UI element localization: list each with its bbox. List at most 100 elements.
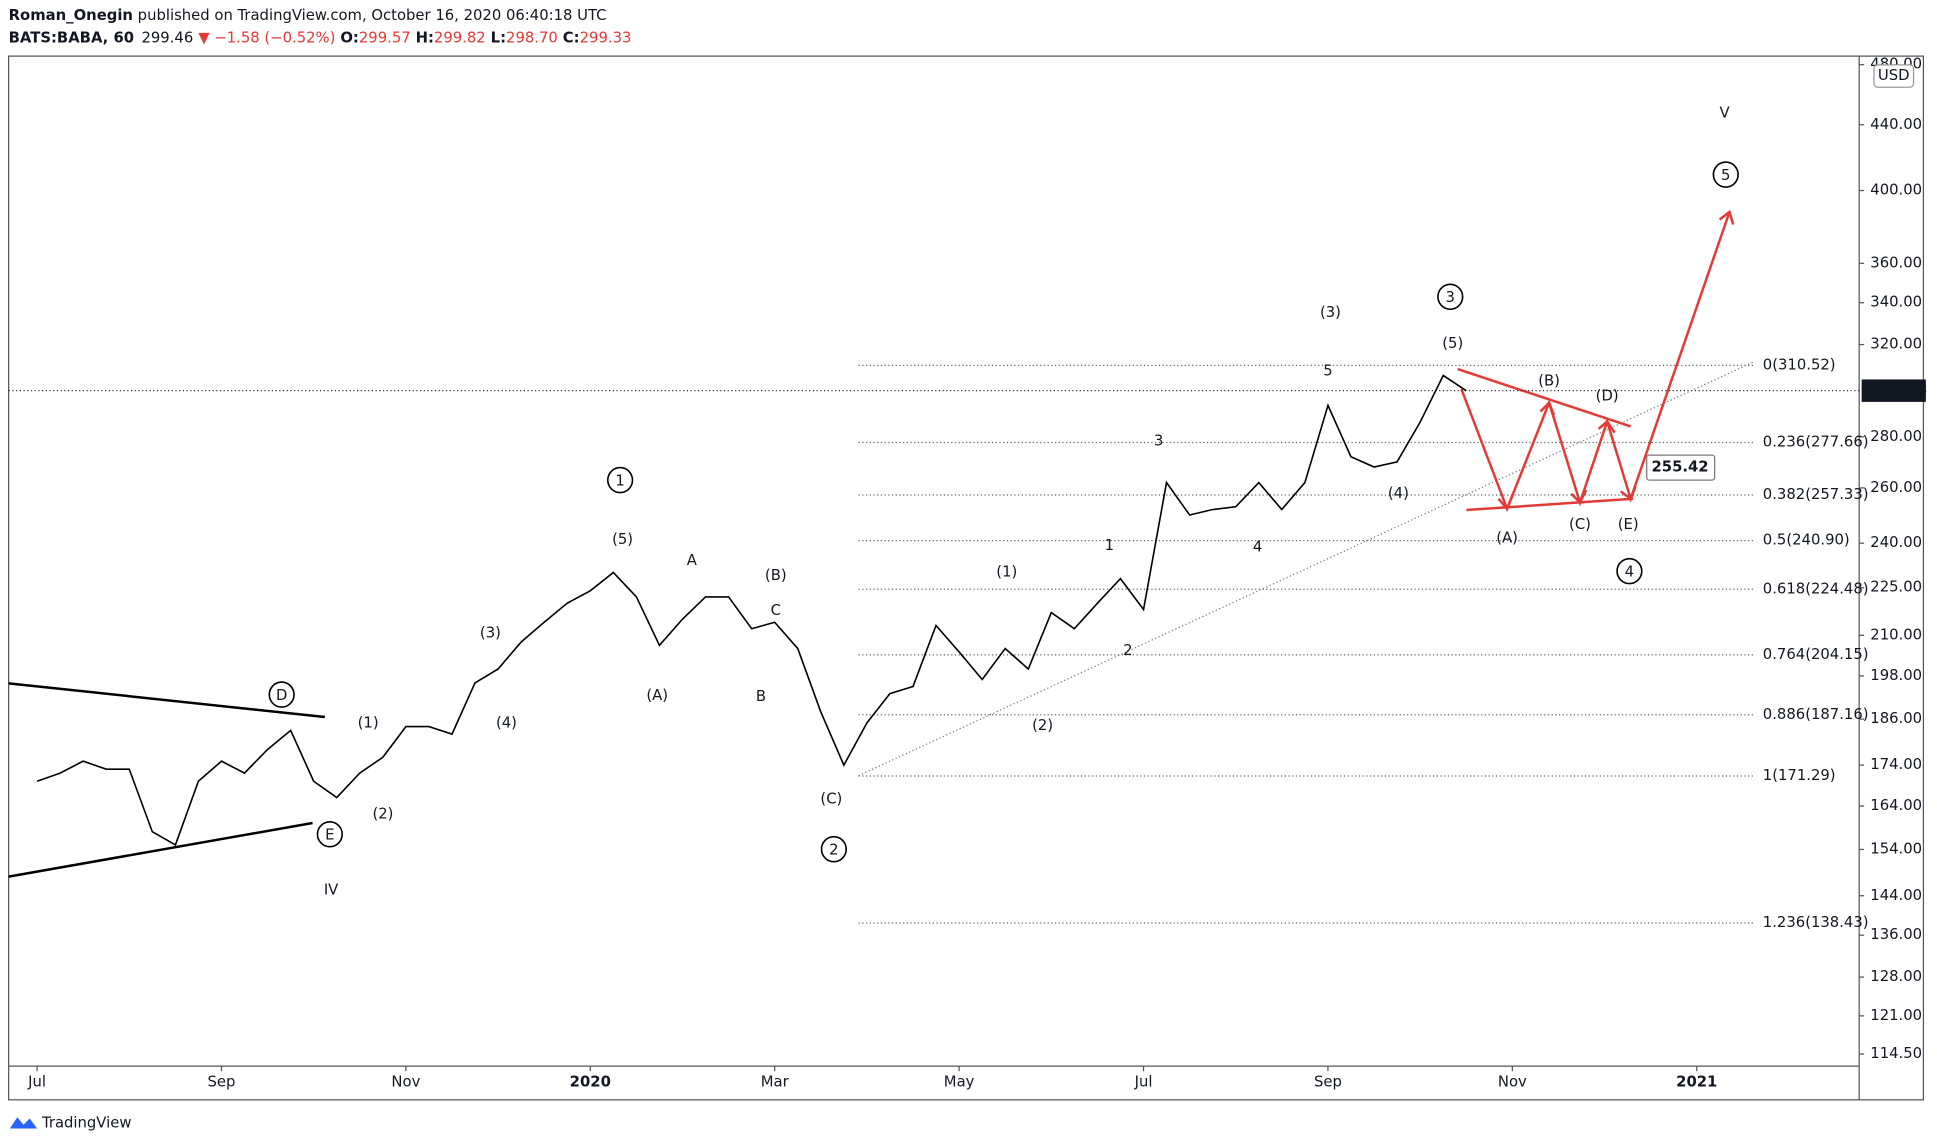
frame [8, 55, 1925, 1101]
y-tick-label: 144.00 [1870, 886, 1922, 904]
wave-label: (B) [1538, 372, 1560, 390]
y-tick-label: 440.00 [1870, 115, 1922, 133]
wave-circle [820, 835, 848, 863]
wave-label: E [325, 825, 334, 843]
last-price-box [1861, 379, 1926, 402]
wave-label: IV [324, 880, 339, 898]
logo [9, 1117, 38, 1129]
wave-circle [268, 681, 295, 708]
last: 299.46 [141, 29, 193, 47]
fib-label: 0.886(187.16) [1763, 705, 1869, 723]
x-tick-label: Jul [27, 1072, 46, 1090]
wave-label: (A) [1496, 529, 1518, 547]
wave-label: 2 [829, 840, 838, 858]
ohlc: 299.57 [359, 29, 411, 47]
wave-label: (5) [612, 530, 633, 548]
wave-label: (4) [1388, 484, 1409, 502]
y-tick-label: 225.00 [1870, 578, 1922, 596]
y-tick-label: 128.00 [1870, 967, 1922, 985]
currency-box [1873, 64, 1915, 88]
ohlc: L: [491, 29, 506, 47]
wave-circle [1437, 283, 1464, 311]
wave-label: (C) [820, 789, 842, 807]
ohlc: 299.33 [580, 29, 632, 47]
x-tick-label: 2021 [1676, 1072, 1717, 1090]
footer: TradingView [9, 1113, 131, 1132]
wave-label: (1) [358, 713, 379, 731]
trend-line [858, 361, 1755, 777]
fib-label: 0.764(204.15) [1763, 645, 1869, 663]
arrowheads [1497, 209, 1735, 512]
x-tick-label: Jul [1134, 1072, 1153, 1090]
y-tick-label: 360.00 [1870, 253, 1922, 271]
wave-label: (3) [480, 623, 501, 641]
ohlc: 298.70 [506, 29, 558, 47]
y-tick-label: 164.00 [1870, 796, 1922, 814]
y-tick-label: 114.50 [1870, 1044, 1922, 1062]
target-box [1646, 454, 1716, 481]
published: published on TradingView.com, October 16… [133, 6, 607, 24]
wave-label: (2) [372, 804, 393, 822]
fib-label: 0(310.52) [1763, 355, 1836, 373]
wave-label: 5 [1323, 362, 1332, 380]
wave-label: (2) [1032, 716, 1053, 734]
y-tick-label: 186.00 [1870, 709, 1922, 727]
ohlc: H: [416, 29, 434, 47]
wave-circle [1616, 557, 1643, 585]
triangle-upper [8, 682, 326, 719]
ohlc: C: [563, 29, 580, 47]
y-tick-label: 198.00 [1870, 666, 1922, 684]
price-line [36, 374, 1467, 847]
wave-label: A [687, 551, 698, 569]
y-tick-label: 174.00 [1870, 755, 1922, 773]
triangle-lower [8, 821, 313, 878]
wave-label: 1 [615, 471, 624, 489]
x-tick-label: Nov [391, 1072, 420, 1090]
y-tick-label: 260.00 [1870, 478, 1922, 496]
y-tick-label: 121.00 [1870, 1006, 1922, 1024]
wave-circle [606, 466, 634, 494]
wave-label: 5 [1721, 166, 1730, 184]
wave-label: 2 [1123, 641, 1132, 659]
wave-label: V [1719, 103, 1730, 121]
currency: USD [1878, 66, 1910, 84]
wave-label: 4 [1253, 537, 1262, 555]
drawings [8, 209, 1755, 878]
symbol: BATS:BABA, 60 [9, 29, 134, 47]
target-label: 255.42 [1651, 458, 1708, 476]
wave-label: 4 [1625, 562, 1634, 580]
header-line: Roman_Onegin published on TradingView.co… [9, 6, 607, 24]
y-tick-label: 136.00 [1870, 925, 1922, 943]
wave-label: 1 [1105, 536, 1114, 554]
y-tick-label: 280.00 [1870, 427, 1922, 445]
wave-circle [1712, 161, 1739, 188]
fib-label: 0.236(277.66) [1763, 432, 1869, 450]
wave-label: B [756, 687, 766, 705]
wave-label: D [276, 686, 287, 704]
author: Roman_Onegin [9, 6, 133, 24]
wave-label: 3 [1154, 431, 1163, 449]
plot: 114.50 121.00 128.00 136.00 144.00 154.00 164.… [8, 55, 1927, 1090]
y-tick-label: 400.00 [1870, 180, 1922, 198]
y-tick-label: 320.00 [1870, 335, 1922, 353]
x-tick-label: Sep [1314, 1072, 1342, 1090]
fib-label: 1(171.29) [1763, 766, 1836, 784]
wave-label: (5) [1442, 334, 1463, 352]
y-tick-label: 240.00 [1870, 533, 1922, 551]
symbol-line: BATS:BABA, 60 299.46 ▼ −1.58 (−0.52%) O:299… [9, 29, 632, 47]
x-tick-label: May [944, 1072, 975, 1090]
fib-label: 0.5(240.90) [1763, 531, 1850, 549]
y-tick-label: 154.00 [1870, 839, 1922, 857]
y-tick-label: 340.00 [1870, 293, 1922, 311]
x-tick-label: 2020 [570, 1072, 611, 1090]
ohlc: 299.82 [434, 29, 486, 47]
wave-label: (E) [1618, 515, 1639, 533]
change: ▼ −1.58 (−0.52%) [198, 29, 335, 47]
wave-label: (3) [1320, 303, 1341, 321]
wave-label: (C) [1569, 515, 1591, 533]
wave-label: (1) [996, 562, 1017, 580]
y-tick-label: 210.00 [1870, 625, 1922, 643]
x-tick-label: Nov [1498, 1072, 1527, 1090]
